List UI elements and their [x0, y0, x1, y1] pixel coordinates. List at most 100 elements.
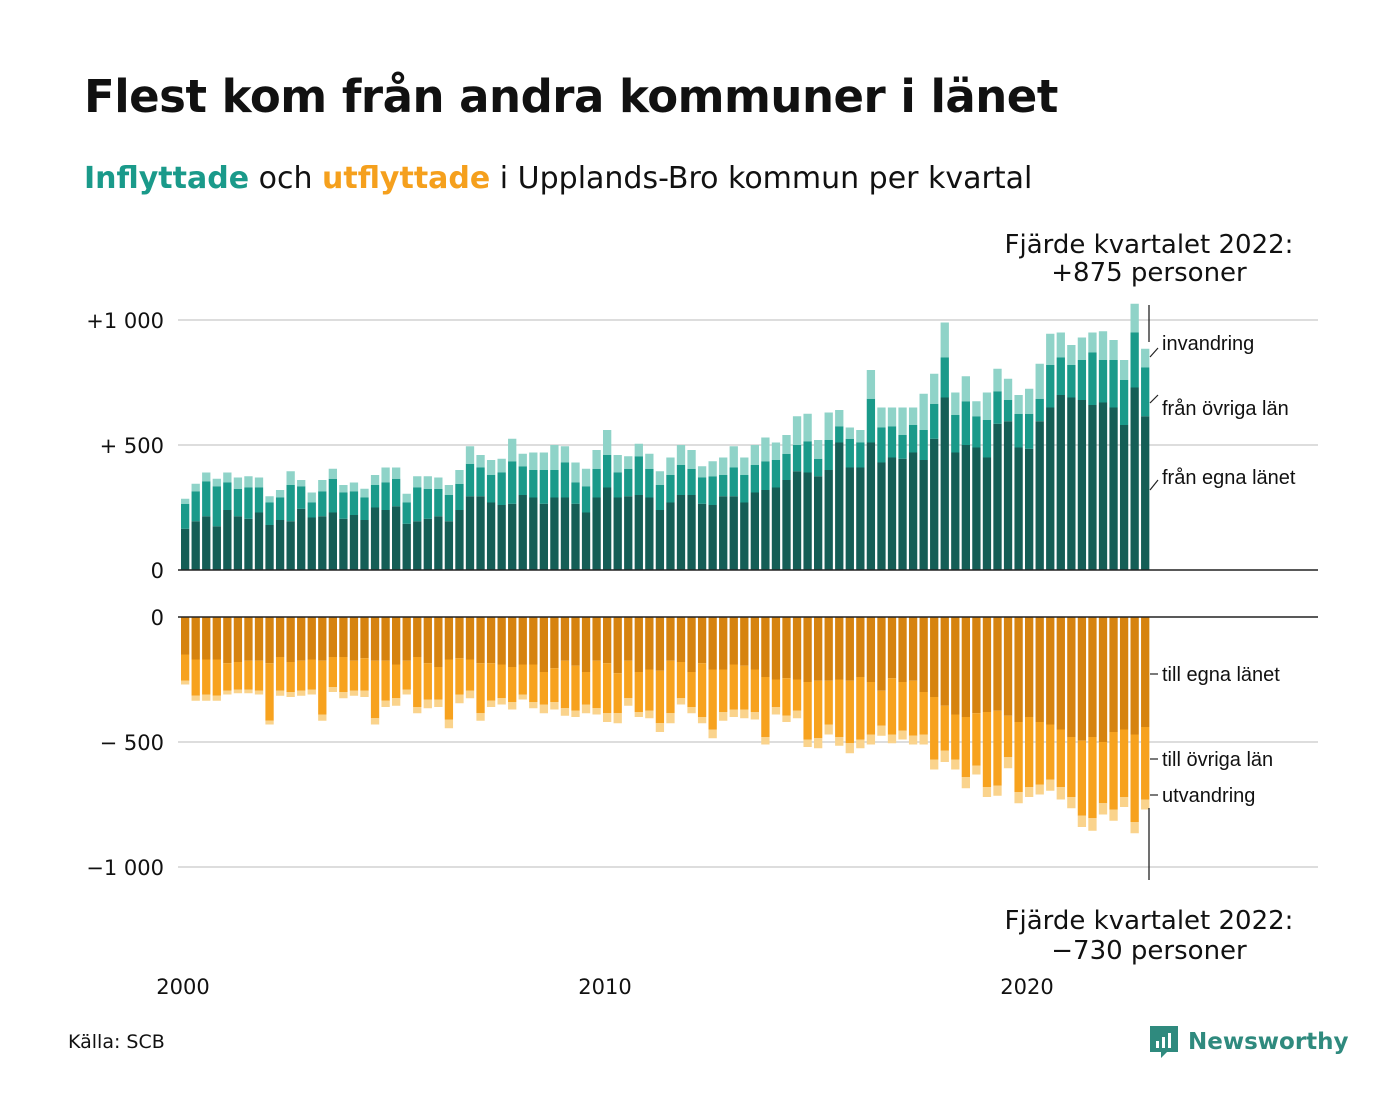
bar-inflow-segment — [771, 442, 781, 460]
bar-outflow-segment — [961, 777, 970, 789]
bar-inflow-segment — [972, 401, 981, 417]
bar-inflow-segment — [560, 446, 570, 463]
bar-outflow-segment — [613, 713, 622, 724]
bar-outflow-segment — [1067, 797, 1076, 809]
bar-outflow-segment — [191, 695, 200, 701]
bar-outflow-segment — [223, 690, 232, 695]
bar-outflow-segment — [603, 617, 612, 664]
bar-outflow-segment — [993, 785, 1002, 796]
bar-inflow-segment — [465, 496, 475, 570]
bar-outflow-segment — [845, 743, 854, 754]
bar-outflow-segment — [676, 617, 686, 662]
bar-inflow-segment — [1077, 337, 1087, 360]
bar-outflow-segment — [634, 712, 643, 717]
bar-outflow-segment — [634, 672, 643, 712]
bar-outflow-segment — [645, 710, 654, 719]
bar-outflow-segment — [550, 668, 559, 702]
bar-inflow-segment — [1025, 388, 1034, 414]
outflow-bars — [181, 617, 1150, 834]
bar-inflow-segment — [1130, 387, 1139, 570]
bar-inflow-segment — [613, 455, 622, 473]
bar-outflow-segment — [866, 617, 876, 682]
bar-inflow-segment — [1035, 363, 1044, 399]
bar-outflow-segment — [360, 617, 369, 659]
subtitle-inflow-label: Inflyttade — [84, 161, 250, 196]
bar-outflow-segment — [339, 692, 348, 699]
bar-outflow-segment — [328, 617, 337, 657]
bar-outflow-segment — [455, 617, 464, 659]
bar-inflow-segment — [581, 468, 591, 487]
bar-outflow-segment — [1119, 729, 1129, 797]
bar-outflow-segment — [835, 737, 844, 746]
bar-inflow-segment — [908, 425, 918, 453]
bar-outflow-segment — [761, 617, 770, 677]
bar-inflow-segment — [402, 493, 411, 503]
bar-inflow-segment — [740, 457, 749, 475]
bar-outflow-segment — [455, 694, 464, 704]
bar-outflow-segment — [370, 718, 380, 725]
bar-inflow-segment — [719, 457, 728, 475]
bar-inflow-segment — [349, 482, 359, 492]
y-tick-label-inflow: + 500 — [100, 434, 164, 458]
bar-inflow-segment — [1109, 340, 1118, 360]
bar-inflow-segment — [434, 488, 443, 517]
bar-inflow-segment — [993, 423, 1002, 570]
bar-inflow-segment — [782, 435, 791, 454]
bar-outflow-segment — [423, 617, 432, 664]
bar-inflow-segment — [413, 487, 422, 522]
bar-outflow-segment — [1003, 715, 1013, 757]
bar-outflow-segment — [444, 617, 454, 660]
bar-inflow-segment — [486, 475, 496, 503]
bar-outflow-segment — [961, 617, 970, 717]
bar-outflow-segment — [223, 617, 232, 664]
bar-inflow-segment — [814, 458, 823, 477]
bar-inflow-segment — [845, 427, 854, 439]
bar-inflow-segment — [835, 426, 844, 443]
bar-inflow-segment — [455, 470, 464, 484]
bar-inflow-segment — [497, 472, 506, 505]
bar-inflow-segment — [961, 376, 970, 402]
annotation-inflow-line1: Fjärde kvartalet 2022: — [1005, 230, 1294, 260]
bar-inflow-segment — [265, 502, 274, 525]
series-label-inflow: från egna länet — [1162, 467, 1296, 489]
bar-outflow-segment — [392, 617, 401, 665]
bar-outflow-segment — [476, 617, 485, 664]
bar-inflow-segment — [233, 516, 243, 570]
bar-outflow-segment — [877, 617, 886, 691]
brand-logo[interactable]: Newsworthy — [1148, 1024, 1349, 1060]
bar-inflow-segment — [1056, 332, 1065, 358]
bar-outflow-segment — [1098, 803, 1108, 815]
bar-inflow-segment — [297, 486, 306, 509]
chart-labels: 0 + 500 +1 000 0 − 500 −1 000 2000 2010 2020 Fjär… — [86, 230, 1296, 999]
bar-inflow-segment — [613, 472, 622, 498]
bar-inflow-segment — [297, 508, 306, 570]
bar-outflow-segment — [202, 694, 211, 701]
bar-outflow-segment — [518, 617, 527, 665]
bar-inflow-segment — [455, 510, 464, 570]
bar-inflow-segment — [624, 456, 633, 469]
bar-outflow-segment — [233, 617, 243, 662]
series-label-outflow: utvandring — [1162, 785, 1255, 807]
bar-outflow-segment — [550, 617, 559, 669]
bar-outflow-segment — [392, 664, 401, 699]
bar-outflow-segment — [1025, 617, 1034, 717]
bar-inflow-segment — [866, 370, 876, 399]
bar-outflow-segment — [782, 715, 791, 722]
annotation-inflow-line2: +875 personer — [1051, 258, 1247, 288]
bar-inflow-segment — [1067, 345, 1076, 365]
bar-inflow-segment — [792, 471, 802, 570]
bar-inflow-segment — [476, 467, 485, 497]
bar-inflow-segment — [392, 467, 401, 479]
bar-outflow-segment — [360, 658, 369, 691]
bar-outflow-segment — [814, 680, 823, 739]
bar-inflow-segment — [708, 461, 717, 477]
bar-inflow-segment — [444, 495, 454, 522]
bar-outflow-segment — [613, 673, 622, 714]
bar-inflow-segment — [972, 447, 981, 570]
bar-outflow-segment — [982, 617, 992, 712]
bar-inflow-segment — [845, 438, 854, 468]
x-tick-label: 2010 — [578, 975, 631, 999]
bar-inflow-segment — [1141, 367, 1150, 417]
bar-outflow-segment — [560, 617, 570, 661]
bar-outflow-segment — [666, 660, 675, 714]
